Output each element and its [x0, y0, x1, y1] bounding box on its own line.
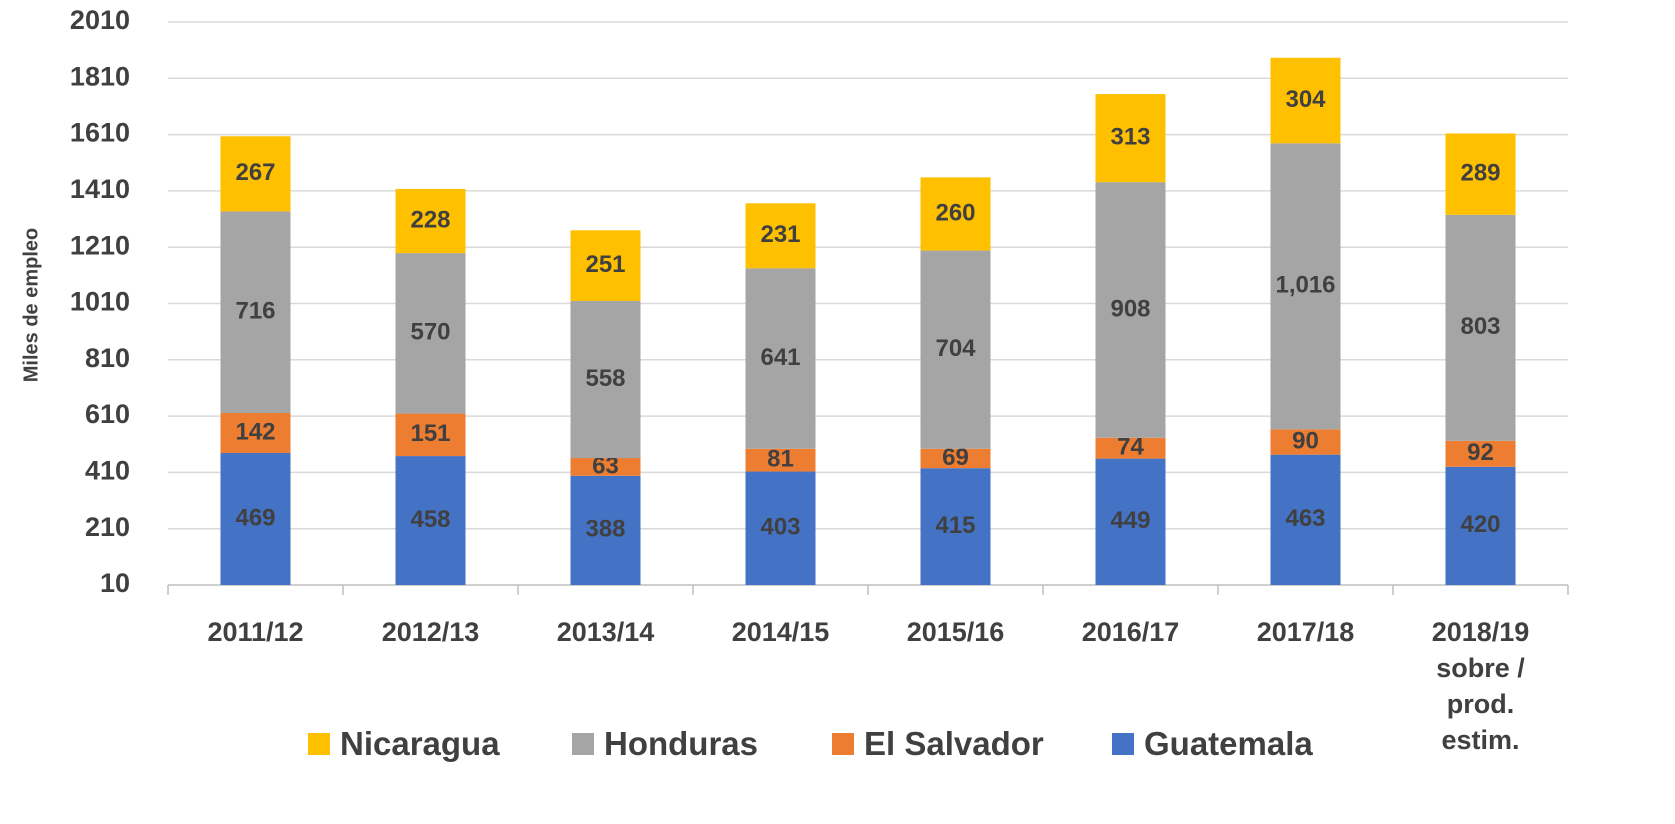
value-label: 260: [935, 199, 975, 226]
bar-segment: [920, 177, 991, 251]
y-tick-label: 1610: [70, 118, 130, 148]
y-axis-title: Miles de empleo: [20, 228, 42, 383]
bar-segment: [745, 471, 816, 585]
y-tick-label: 1210: [70, 230, 130, 260]
x-tick-label: 2012/13: [381, 617, 480, 647]
value-label: 251: [585, 251, 625, 278]
value-label: 151: [410, 420, 450, 447]
value-label: 704: [935, 335, 976, 362]
bar-segment: [920, 448, 991, 469]
bar-segment: [1270, 143, 1341, 430]
legend-label: El Salvador: [864, 725, 1044, 762]
x-tick-label: 2018/19 sobre / prod. estim.: [1431, 617, 1530, 755]
bar-segment: [745, 203, 816, 269]
value-label: 74: [1117, 434, 1144, 461]
bar-segment: [220, 136, 291, 212]
value-label: 403: [760, 514, 800, 541]
bar-segment: [1095, 437, 1166, 459]
value-label: 304: [1285, 86, 1326, 113]
value-label: 313: [1110, 123, 1150, 150]
bar-segment: [1270, 57, 1341, 144]
y-tick-label: 610: [85, 399, 130, 429]
value-label: 388: [585, 516, 625, 543]
bar-segment: [1445, 440, 1516, 467]
value-label: 716: [235, 298, 275, 325]
y-tick-label: 1010: [70, 287, 130, 317]
value-label: 420: [1460, 511, 1500, 538]
legend-item: Nicaragua: [308, 724, 500, 764]
x-tick-label: 2016/17: [1081, 617, 1180, 647]
legend-swatch: [1112, 733, 1134, 755]
value-label: 458: [410, 506, 450, 533]
y-tick-label: 410: [85, 456, 130, 486]
x-tick-label: 2015/16: [906, 617, 1005, 647]
bar-segment: [570, 300, 641, 459]
legend-item: El Salvador: [832, 724, 1044, 764]
x-tick-label: 2014/15: [731, 617, 830, 647]
bar-segment: [1095, 182, 1166, 438]
y-tick-label: 1410: [70, 174, 130, 204]
value-label: 267: [235, 159, 275, 186]
x-tick-label: 2011/12: [207, 617, 304, 647]
value-label: 92: [1467, 439, 1494, 466]
bar-segment: [395, 413, 466, 457]
x-tick-label: 2017/18: [1256, 617, 1355, 647]
bar-segment: [570, 458, 641, 476]
bar-segment: [395, 253, 466, 414]
bar-segment: [570, 475, 641, 585]
value-label: 469: [235, 504, 275, 531]
value-label: 803: [1460, 313, 1500, 340]
bar-segment: [1095, 94, 1166, 183]
bar-segment: [395, 188, 466, 254]
value-label: 231: [760, 221, 800, 248]
bar-segment: [920, 250, 991, 449]
value-label: 90: [1292, 427, 1319, 454]
bar-segment: [1445, 133, 1516, 215]
legend-label: Nicaragua: [340, 725, 500, 762]
legend-swatch: [832, 733, 854, 755]
bar-segment: [745, 448, 816, 472]
value-label: 142: [235, 418, 275, 445]
value-label: 415: [935, 512, 975, 539]
value-label: 908: [1110, 295, 1150, 322]
y-tick-label: 810: [85, 343, 130, 373]
bar-segment: [395, 456, 466, 585]
value-label: 463: [1285, 505, 1325, 532]
y-tick-label: 10: [100, 568, 130, 598]
bar-segment: [1270, 454, 1341, 585]
value-label: 81: [767, 445, 794, 472]
y-tick-label: 210: [85, 512, 130, 542]
bar-segment: [920, 468, 991, 585]
bar-segment: [220, 452, 291, 585]
legend-item: Guatemala: [1112, 724, 1313, 764]
y-tick-label: 2010: [70, 5, 130, 35]
legend-label: Guatemala: [1144, 725, 1313, 762]
value-label: 558: [585, 365, 625, 392]
bar-segment: [570, 230, 641, 301]
bar-segment: [1095, 458, 1166, 585]
y-tick-label: 1810: [70, 61, 130, 91]
legend-item: Honduras: [572, 724, 758, 764]
bar-segment: [220, 413, 291, 453]
value-label: 449: [1110, 507, 1150, 534]
bar-segment: [1270, 429, 1341, 455]
value-label: 570: [410, 319, 450, 346]
bar-segment: [1445, 214, 1516, 441]
value-label: 641: [760, 344, 800, 371]
bar-segment: [1445, 466, 1516, 585]
legend-label: Honduras: [604, 725, 759, 762]
bar-segment: [745, 268, 816, 449]
legend-swatch: [572, 733, 594, 755]
legend-swatch: [308, 733, 330, 755]
value-label: 289: [1460, 159, 1500, 186]
x-tick-label: 2013/14: [556, 617, 655, 647]
value-label: 228: [410, 206, 450, 233]
bar-segment: [220, 211, 291, 414]
value-label: 1,016: [1275, 272, 1335, 299]
